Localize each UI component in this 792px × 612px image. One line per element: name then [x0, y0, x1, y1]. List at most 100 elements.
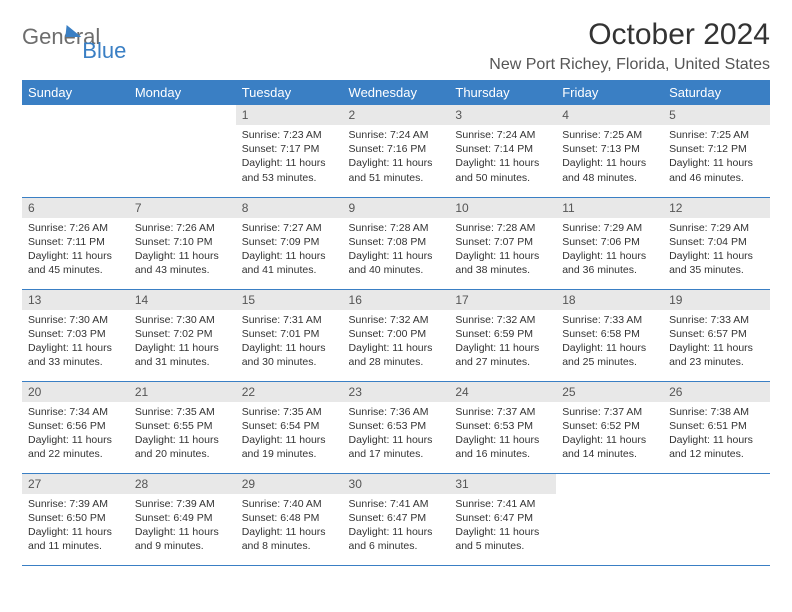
- daylight-line: Daylight: 11 hours and 50 minutes.: [455, 157, 539, 183]
- day-data: Sunrise: 7:39 AMSunset: 6:50 PMDaylight:…: [22, 494, 129, 560]
- calendar-body: 1Sunrise: 7:23 AMSunset: 7:17 PMDaylight…: [22, 105, 770, 565]
- calendar-cell-empty: [556, 473, 663, 565]
- sunrise-line: Sunrise: 7:33 AM: [669, 314, 749, 326]
- daylight-line: Daylight: 11 hours and 53 minutes.: [242, 157, 326, 183]
- sunrise-line: Sunrise: 7:27 AM: [242, 222, 322, 234]
- sunset-line: Sunset: 6:48 PM: [242, 512, 320, 524]
- header: General Blue October 2024 New Port Riche…: [22, 18, 770, 74]
- day-data: Sunrise: 7:40 AMSunset: 6:48 PMDaylight:…: [236, 494, 343, 560]
- day-number: 13: [22, 290, 129, 310]
- sunrise-line: Sunrise: 7:39 AM: [28, 498, 108, 510]
- sunrise-line: Sunrise: 7:32 AM: [349, 314, 429, 326]
- sunrise-line: Sunrise: 7:33 AM: [562, 314, 642, 326]
- sunset-line: Sunset: 6:49 PM: [135, 512, 213, 524]
- day-data: Sunrise: 7:25 AMSunset: 7:13 PMDaylight:…: [556, 125, 663, 191]
- daylight-line: Daylight: 11 hours and 12 minutes.: [669, 434, 753, 460]
- sunrise-line: Sunrise: 7:37 AM: [455, 406, 535, 418]
- calendar-cell-empty: [663, 473, 770, 565]
- day-number: 27: [22, 474, 129, 494]
- weekday-header: Wednesday: [343, 80, 450, 105]
- sunrise-line: Sunrise: 7:28 AM: [349, 222, 429, 234]
- sunrise-line: Sunrise: 7:39 AM: [135, 498, 215, 510]
- day-data: Sunrise: 7:25 AMSunset: 7:12 PMDaylight:…: [663, 125, 770, 191]
- sunset-line: Sunset: 7:09 PM: [242, 236, 320, 248]
- calendar-row: 27Sunrise: 7:39 AMSunset: 6:50 PMDayligh…: [22, 473, 770, 565]
- calendar-cell: 8Sunrise: 7:27 AMSunset: 7:09 PMDaylight…: [236, 197, 343, 289]
- daylight-line: Daylight: 11 hours and 31 minutes.: [135, 342, 219, 368]
- day-data: Sunrise: 7:38 AMSunset: 6:51 PMDaylight:…: [663, 402, 770, 468]
- calendar-cell: 23Sunrise: 7:36 AMSunset: 6:53 PMDayligh…: [343, 381, 450, 473]
- calendar-cell: 3Sunrise: 7:24 AMSunset: 7:14 PMDaylight…: [449, 105, 556, 197]
- sunset-line: Sunset: 6:51 PM: [669, 420, 747, 432]
- day-number: 1: [236, 105, 343, 125]
- day-data: Sunrise: 7:26 AMSunset: 7:11 PMDaylight:…: [22, 218, 129, 284]
- day-number: 4: [556, 105, 663, 125]
- calendar-cell: 7Sunrise: 7:26 AMSunset: 7:10 PMDaylight…: [129, 197, 236, 289]
- day-data: Sunrise: 7:33 AMSunset: 6:57 PMDaylight:…: [663, 310, 770, 376]
- sunrise-line: Sunrise: 7:24 AM: [455, 129, 535, 141]
- day-number: 24: [449, 382, 556, 402]
- sunset-line: Sunset: 7:10 PM: [135, 236, 213, 248]
- day-data: Sunrise: 7:28 AMSunset: 7:08 PMDaylight:…: [343, 218, 450, 284]
- sunset-line: Sunset: 6:52 PM: [562, 420, 640, 432]
- daylight-line: Daylight: 11 hours and 16 minutes.: [455, 434, 539, 460]
- daylight-line: Daylight: 11 hours and 41 minutes.: [242, 250, 326, 276]
- day-number: 17: [449, 290, 556, 310]
- sunset-line: Sunset: 6:47 PM: [455, 512, 533, 524]
- weekday-header: Sunday: [22, 80, 129, 105]
- calendar-row: 6Sunrise: 7:26 AMSunset: 7:11 PMDaylight…: [22, 197, 770, 289]
- calendar-row: 20Sunrise: 7:34 AMSunset: 6:56 PMDayligh…: [22, 381, 770, 473]
- calendar-cell: 17Sunrise: 7:32 AMSunset: 6:59 PMDayligh…: [449, 289, 556, 381]
- day-number: 22: [236, 382, 343, 402]
- day-data: Sunrise: 7:27 AM Sunset: 7:09 PM Daylight:…: [236, 218, 343, 284]
- sunset-line: Sunset: 7:17 PM: [242, 143, 320, 155]
- day-number: 3: [449, 105, 556, 125]
- sunrise-line: Sunrise: 7:29 AM: [669, 222, 749, 234]
- sunset-line: Sunset: 7:00 PM: [349, 328, 427, 340]
- sunset-line: Sunset: 7:11 PM: [28, 236, 105, 248]
- day-data: Sunrise: 7:39 AMSunset: 6:49 PMDaylight:…: [129, 494, 236, 560]
- calendar-cell-empty: [22, 105, 129, 197]
- daylight-line: Daylight: 11 hours and 19 minutes.: [242, 434, 326, 460]
- day-data: Sunrise: 7:34 AMSunset: 6:56 PMDaylight:…: [22, 402, 129, 468]
- daylight-line: Daylight: 11 hours and 45 minutes.: [28, 250, 112, 276]
- day-number: 6: [22, 198, 129, 218]
- day-data: Sunrise: 7:35 AMSunset: 6:55 PMDaylight:…: [129, 402, 236, 468]
- calendar-cell: 12Sunrise: 7:29 AMSunset: 7:04 PMDayligh…: [663, 197, 770, 289]
- calendar-cell: 13Sunrise: 7:30 AMSunset: 7:03 PMDayligh…: [22, 289, 129, 381]
- day-number: 18: [556, 290, 663, 310]
- sunset-line: Sunset: 7:06 PM: [562, 236, 640, 248]
- sunrise-line: Sunrise: 7:31 AM: [242, 314, 322, 326]
- weekday-header: Tuesday: [236, 80, 343, 105]
- sunset-line: Sunset: 7:12 PM: [669, 143, 747, 155]
- calendar-page: General Blue October 2024 New Port Riche…: [0, 0, 792, 566]
- day-data: Sunrise: 7:24 AMSunset: 7:14 PMDaylight:…: [449, 125, 556, 191]
- sunrise-line: Sunrise: 7:34 AM: [28, 406, 108, 418]
- calendar-cell: 9Sunrise: 7:28 AMSunset: 7:08 PMDaylight…: [343, 197, 450, 289]
- sunset-line: Sunset: 6:47 PM: [349, 512, 427, 524]
- sunset-line: Sunset: 7:13 PM: [562, 143, 640, 155]
- calendar-cell: 18Sunrise: 7:33 AMSunset: 6:58 PMDayligh…: [556, 289, 663, 381]
- day-number: 30: [343, 474, 450, 494]
- calendar-cell: 10Sunrise: 7:28 AMSunset: 7:07 PMDayligh…: [449, 197, 556, 289]
- sunrise-line: Sunrise: 7:32 AM: [455, 314, 535, 326]
- day-number: 29: [236, 474, 343, 494]
- daylight-line: Daylight: 11 hours and 40 minutes.: [349, 250, 433, 276]
- sunset-line: Sunset: 6:54 PM: [242, 420, 320, 432]
- daylight-line: Daylight: 11 hours and 36 minutes.: [562, 250, 646, 276]
- day-data: Sunrise: 7:41 AMSunset: 6:47 PMDaylight:…: [343, 494, 450, 560]
- daylight-line: Daylight: 11 hours and 6 minutes.: [349, 526, 433, 552]
- sunset-line: Sunset: 7:03 PM: [28, 328, 106, 340]
- day-data: Sunrise: 7:29 AMSunset: 7:06 PMDaylight:…: [556, 218, 663, 284]
- sunset-line: Sunset: 7:04 PM: [669, 236, 747, 248]
- day-number: 12: [663, 198, 770, 218]
- weekday-header: Friday: [556, 80, 663, 105]
- daylight-line: Daylight: 11 hours and 5 minutes.: [455, 526, 539, 552]
- day-number: 21: [129, 382, 236, 402]
- location-text: New Port Richey, Florida, United States: [489, 56, 770, 74]
- weekday-header: Monday: [129, 80, 236, 105]
- sunset-line: Sunset: 6:58 PM: [562, 328, 640, 340]
- sunrise-line: Sunrise: 7:25 AM: [562, 129, 642, 141]
- calendar-cell: 20Sunrise: 7:34 AMSunset: 6:56 PMDayligh…: [22, 381, 129, 473]
- day-number: 14: [129, 290, 236, 310]
